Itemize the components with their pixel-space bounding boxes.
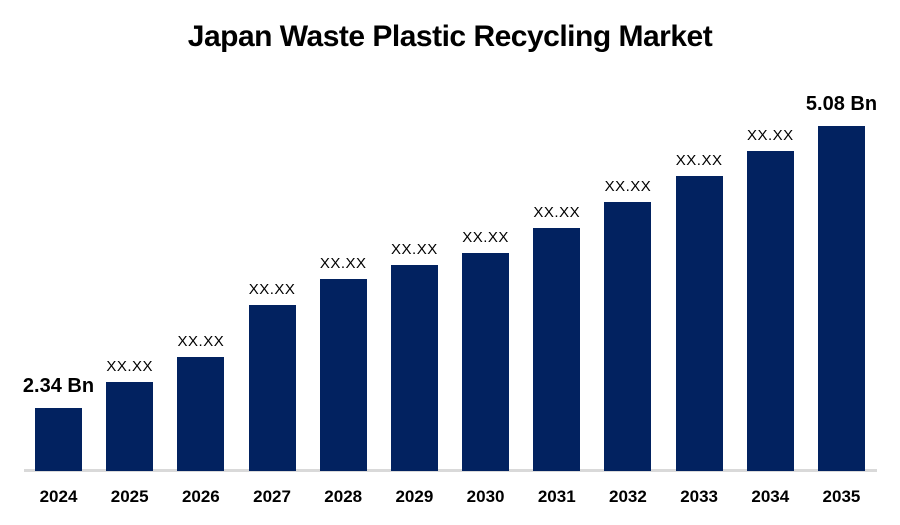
bar-value-label-2025: XX.XX (106, 357, 154, 375)
bar-value-label-2027: XX.XX (248, 280, 296, 298)
bar-2033 (675, 176, 723, 471)
bar-value-label-2026: XX.XX (177, 332, 225, 350)
bar-2024 (35, 408, 82, 471)
bar-2029 (390, 265, 438, 471)
bar-value-label-2029: XX.XX (391, 240, 438, 258)
bar-group-2026: XX.XX 2026 (177, 90, 225, 506)
bar-value-label-2028: XX.XX (319, 254, 367, 272)
x-axis-label-2029: 2029 (395, 487, 434, 506)
x-axis-label-2033: 2033 (680, 487, 719, 506)
bar-value-label-2024: 2.34 Bn (22, 375, 95, 397)
x-axis-label-2032: 2032 (609, 487, 647, 506)
bar-2026 (177, 357, 225, 471)
bar-group-2028: XX.XX 2028 (319, 90, 367, 506)
bar-group-2027: XX.XX 2027 (248, 90, 296, 506)
x-axis-label-2024: 2024 (39, 487, 78, 506)
bar-group-2024: 2.34 Bn 2024 (23, 90, 94, 506)
bar-group-2033: XX.XX 2033 (675, 90, 723, 506)
chart-title: Japan Waste Plastic Recycling Market (187, 20, 713, 53)
x-axis-label-2026: 2026 (181, 487, 220, 506)
bar-2030 (462, 253, 510, 471)
bar-group-2031: XX.XX 2031 (533, 90, 581, 506)
x-axis-line (24, 469, 877, 472)
bar-value-label-2033: XX.XX (675, 151, 723, 169)
x-axis-label-2034: 2034 (751, 487, 790, 506)
bar-group-2030: XX.XX 2030 (462, 90, 510, 506)
bar-value-label-2034: XX.XX (746, 126, 794, 144)
x-axis-label-2027: 2027 (253, 487, 291, 506)
x-axis-label-2025: 2025 (110, 487, 149, 506)
bar-2032 (604, 202, 652, 471)
bar-value-label-2032: XX.XX (604, 177, 652, 195)
plot-area: 2.34 Bn 2024 XX.XX 2025 XX.XX 2026 XX.XX 2027 XX… (23, 90, 877, 506)
bars-container: 2.34 Bn 2024 XX.XX 2025 XX.XX 2026 XX.XX 2027 XX… (23, 90, 877, 506)
bar-2025 (106, 382, 154, 471)
x-axis-label-2028: 2028 (324, 487, 363, 506)
bar-value-label-2035: 5.08 Bn (805, 93, 878, 115)
bar-group-2032: XX.XX 2032 (604, 90, 652, 506)
bar-group-2034: XX.XX 2034 (746, 90, 794, 506)
bar-group-2029: XX.XX 2029 (390, 90, 438, 506)
bar-2035 (817, 126, 865, 471)
bar-2034 (746, 151, 794, 471)
bar-group-2025: XX.XX 2025 (106, 90, 154, 506)
bar-value-label-2030: XX.XX (462, 228, 509, 246)
x-axis-label-2035: 2035 (822, 487, 861, 506)
bar-2028 (319, 279, 367, 471)
x-axis-label-2030: 2030 (466, 487, 505, 506)
bar-group-2035: 5.08 Bn 2035 (806, 90, 877, 506)
bar-2027 (248, 305, 296, 471)
x-axis-label-2031: 2031 (537, 487, 576, 506)
bar-value-label-2031: XX.XX (533, 203, 581, 221)
bar-2031 (533, 228, 581, 471)
